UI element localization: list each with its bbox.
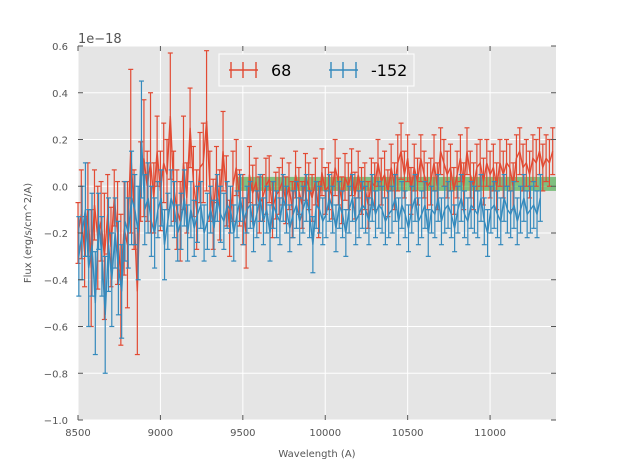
y-tick-label: 0.6 xyxy=(52,42,68,53)
series-1 xyxy=(76,80,543,374)
axis-layer: 8500 9000 9500 10000 10500 11000 −1.0 −0.8 −0.6 −… xyxy=(44,42,556,439)
y-tick-label: −0.4 xyxy=(44,276,68,287)
y-tick-label: −0.6 xyxy=(44,323,68,334)
legend-label-68: 68 xyxy=(271,61,291,80)
series-line-1 xyxy=(78,139,541,315)
x-tick-label: 11000 xyxy=(474,428,506,439)
y-tick-label: 0.2 xyxy=(52,136,68,147)
offset-label: 1e−18 xyxy=(78,32,122,47)
y-tick-label: 0.4 xyxy=(52,89,68,100)
y-tick-label: −0.2 xyxy=(44,229,68,240)
x-tick-label: 9500 xyxy=(230,428,255,439)
y-tick-label: −0.8 xyxy=(44,369,68,380)
x-tick-label: 8500 xyxy=(65,428,90,439)
legend-label-neg152: -152 xyxy=(371,61,407,80)
y-tick-label: −1.0 xyxy=(44,416,68,427)
x-tick-label: 10000 xyxy=(309,428,341,439)
y-tick-label: 0.0 xyxy=(52,182,68,193)
x-tick-label: 9000 xyxy=(148,428,173,439)
x-tick-label: 10500 xyxy=(392,428,424,439)
x-axis-label: Wavelength (A) xyxy=(278,449,355,460)
y-axis-label: Flux (erg/s/cm^2/A) xyxy=(23,183,34,283)
legend: 68 -152 xyxy=(218,53,415,87)
series-layer xyxy=(75,50,556,374)
legend-marker-neg152 xyxy=(329,62,358,78)
legend-marker-68 xyxy=(229,62,258,78)
